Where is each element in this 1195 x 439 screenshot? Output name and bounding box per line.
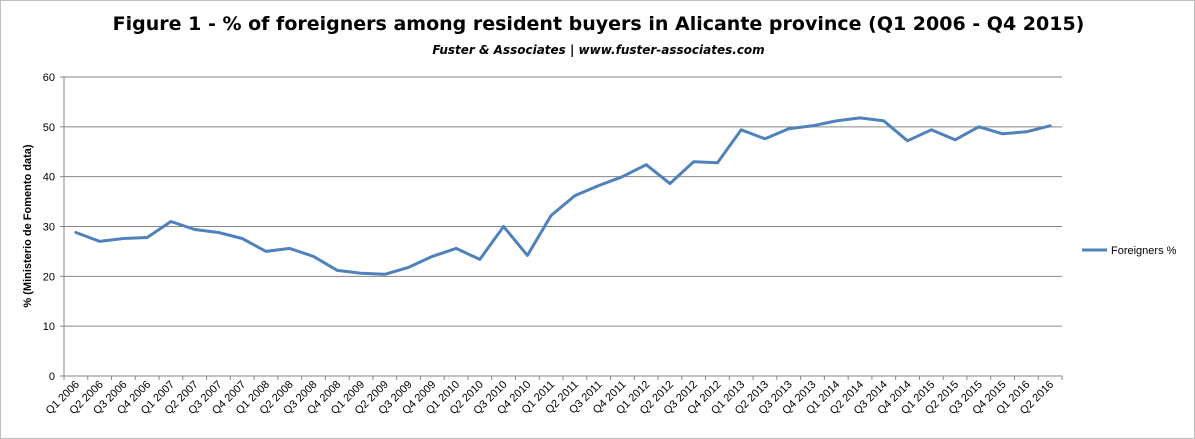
chart-title: Figure 1 - % of foreigners among residen…	[112, 13, 1085, 35]
data-point	[882, 119, 885, 123]
data-point	[359, 272, 363, 275]
chart-subtitle: Fuster & Associates | www.fuster-associa…	[432, 43, 765, 57]
data-point	[668, 182, 672, 185]
data-point	[526, 254, 529, 257]
legend-label-foreigners: Foreigners %	[1111, 245, 1177, 257]
y-tick-label-40: 40	[43, 172, 55, 184]
data-point	[906, 139, 909, 142]
y-tick-label-20: 20	[43, 271, 55, 283]
data-point	[145, 236, 149, 239]
data-point	[1025, 130, 1028, 134]
series-layer	[74, 116, 1052, 276]
data-point	[502, 225, 505, 228]
data-point	[1048, 124, 1052, 128]
y-tick-label-30: 30	[43, 222, 55, 234]
gridlines	[64, 76, 1062, 327]
data-point	[549, 214, 553, 217]
y-tick-label-10: 10	[43, 321, 55, 333]
data-point	[478, 258, 482, 261]
data-point	[431, 255, 434, 258]
data-point	[787, 127, 790, 131]
data-point	[1001, 132, 1004, 136]
data-point	[930, 128, 933, 132]
y-axis-ticks: 0 10 20 30 40 50 60	[43, 72, 64, 383]
y-tick-label-50: 50	[43, 122, 55, 134]
y-tick-label-0: 0	[49, 371, 55, 383]
data-point	[716, 161, 719, 164]
y-tick-label-60: 60	[43, 72, 55, 84]
data-point	[835, 119, 838, 123]
data-point	[692, 160, 695, 163]
data-point	[454, 247, 458, 250]
legend: Foreigners %	[1082, 245, 1177, 257]
data-point	[597, 184, 600, 187]
data-point	[312, 255, 315, 258]
data-point	[383, 273, 386, 276]
data-point	[217, 231, 220, 234]
data-point	[621, 175, 624, 178]
data-point	[811, 124, 814, 128]
data-point	[122, 237, 125, 240]
data-point	[74, 231, 78, 234]
data-point	[241, 237, 244, 240]
data-point	[740, 128, 743, 132]
data-point	[953, 138, 957, 141]
data-point	[644, 163, 648, 166]
data-point	[573, 194, 577, 197]
data-point	[407, 266, 410, 269]
data-point	[98, 240, 101, 243]
data-point	[264, 250, 268, 253]
data-point	[288, 247, 291, 250]
data-point	[169, 220, 173, 223]
data-point	[977, 125, 981, 129]
data-point	[763, 137, 767, 140]
y-axis-title: % (Ministerio de Fomento data)	[22, 144, 34, 308]
data-point	[193, 228, 196, 231]
data-point	[858, 116, 862, 120]
series-line-foreigners	[74, 116, 1052, 276]
data-point	[336, 269, 339, 272]
